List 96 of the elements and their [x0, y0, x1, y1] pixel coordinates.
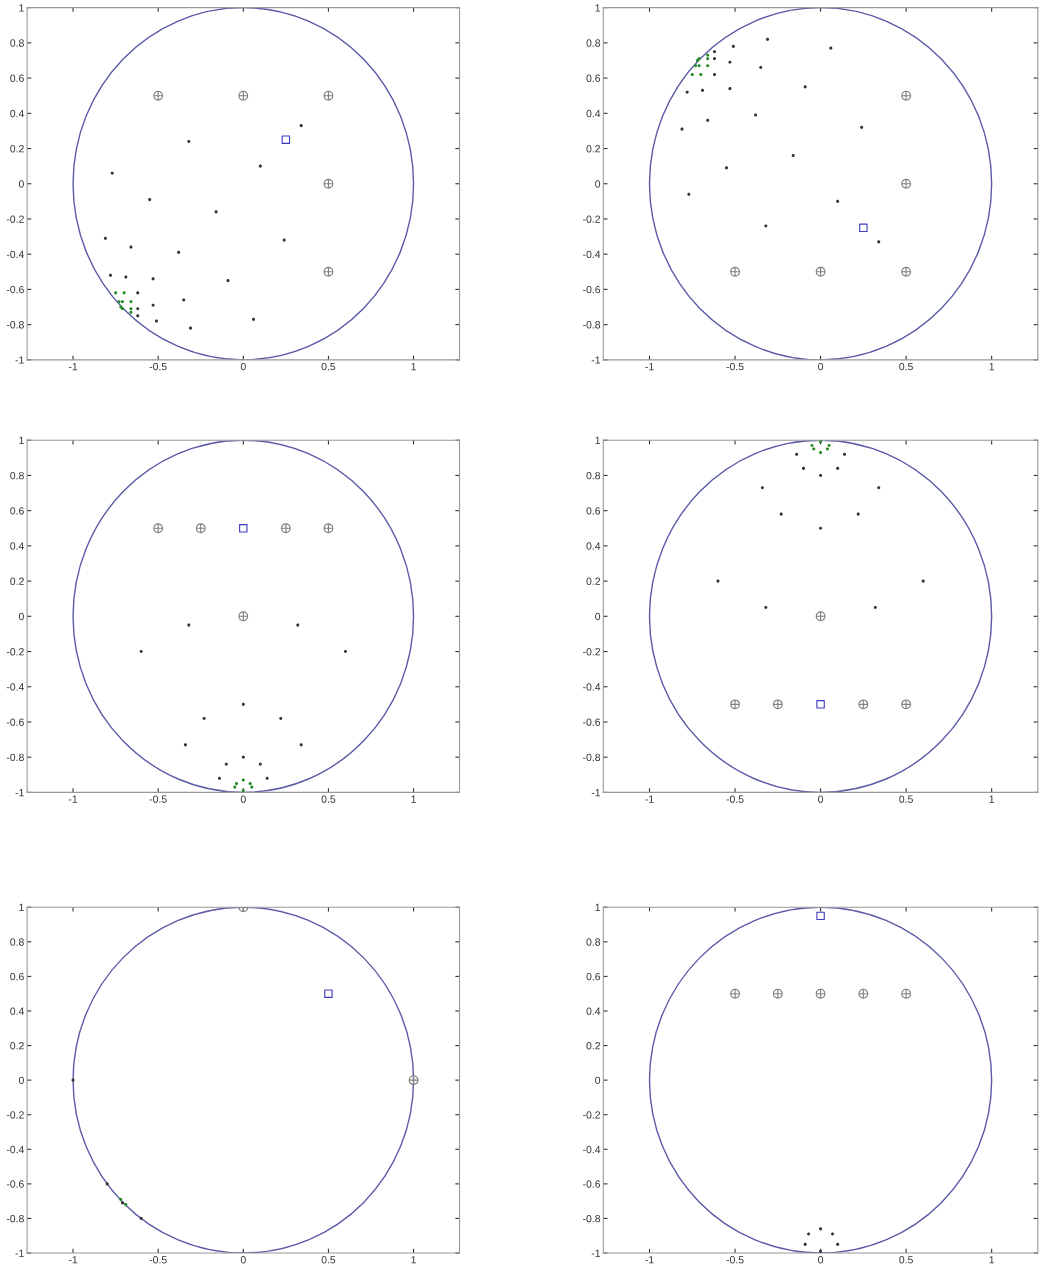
y-tick-label: -1 — [591, 789, 601, 797]
y-tick-label: -1 — [15, 1249, 24, 1257]
y-tick-label: 0.8 — [586, 471, 601, 480]
y-tick-label: 0.6 — [586, 972, 601, 981]
y-tick-label: 0 — [18, 180, 24, 188]
y-tick-label: 0.6 — [10, 972, 24, 981]
y-tick-label: -0.6 — [583, 285, 601, 294]
x-tick-label: -1 — [645, 795, 654, 803]
y-tick-label: 0.2 — [586, 1042, 601, 1050]
y-tick-label: -0.4 — [6, 1145, 25, 1154]
y-tick-label: -0.8 — [6, 321, 24, 329]
y-tick-label: -0.2 — [6, 215, 24, 223]
y-tick-label: 1 — [19, 4, 24, 12]
y-tick-label: -0.6 — [6, 1180, 24, 1188]
x-tick-label: 0 — [818, 795, 824, 803]
y-tick-label: -1 — [15, 789, 24, 797]
y-tick-label: 1 — [19, 436, 24, 444]
y-tick-label: 0 — [18, 1076, 24, 1085]
y-tick-label: -0.8 — [6, 753, 24, 762]
x-tick-label: -0.5 — [726, 362, 744, 371]
y-tick-label: 0.4 — [10, 542, 25, 550]
y-tick-label: -0.2 — [583, 648, 601, 656]
x-tick-label: 0.5 — [899, 795, 913, 803]
y-tick-label: 0 — [595, 612, 601, 621]
x-tick-label: -0.5 — [149, 362, 167, 371]
y-tick-label: 0 — [595, 180, 601, 188]
x-tick-label: 1 — [411, 1256, 416, 1264]
x-tick-label: 0 — [240, 362, 246, 371]
y-tick-label: 0.8 — [586, 39, 601, 47]
y-tick-label: -0.6 — [6, 718, 24, 726]
y-tick-label: 0.4 — [586, 109, 601, 118]
x-tick-label: 0 — [240, 1256, 246, 1264]
y-tick-label: 0 — [18, 612, 24, 621]
x-tick-label: 0 — [818, 362, 824, 371]
y-tick-label: -0.4 — [6, 683, 25, 691]
x-tick-label: -1 — [68, 1256, 78, 1264]
y-tick-label: -0.2 — [6, 1111, 24, 1119]
y-tick-label: -0.2 — [583, 215, 601, 223]
y-tick-label: -0.6 — [583, 718, 601, 726]
y-tick-label: 1 — [595, 436, 601, 444]
y-tick-label: 1 — [595, 4, 601, 12]
x-tick-label: -1 — [645, 362, 654, 371]
y-tick-label: -0.8 — [583, 321, 601, 329]
y-tick-label: 0.6 — [586, 74, 601, 82]
x-tick-label: -1 — [68, 795, 78, 803]
y-tick-label: 0.8 — [10, 39, 24, 47]
x-tick-label: -0.5 — [149, 1256, 167, 1264]
y-tick-label: 0 — [595, 1076, 601, 1085]
y-tick-label: 0.4 — [10, 1007, 25, 1015]
x-tick-label: 0.5 — [321, 362, 336, 371]
x-tick-label: 0.5 — [899, 362, 913, 371]
y-tick-label: -0.8 — [583, 1214, 601, 1223]
y-tick-label: 0.8 — [586, 938, 601, 946]
x-tick-label: 1 — [989, 362, 995, 371]
y-tick-label: 0.4 — [10, 109, 25, 118]
y-tick-label: -0.4 — [583, 1145, 601, 1154]
x-tick-label: 1 — [411, 362, 416, 371]
y-tick-label: -0.8 — [583, 753, 601, 762]
x-tick-label: -0.5 — [149, 795, 167, 803]
y-tick-label: 0.8 — [10, 938, 24, 946]
x-tick-label: -0.5 — [726, 795, 744, 803]
y-tick-label: 0.2 — [10, 577, 24, 585]
y-tick-label: 0.6 — [586, 507, 601, 515]
y-tick-label: 0.2 — [10, 1042, 24, 1050]
y-tick-label: -1 — [591, 1249, 601, 1257]
x-tick-label: -0.5 — [726, 1256, 744, 1264]
y-tick-label: -0.6 — [6, 285, 24, 294]
y-tick-label: -0.4 — [6, 250, 25, 259]
x-tick-label: 0 — [240, 795, 246, 803]
x-tick-label: 0 — [818, 1256, 824, 1264]
y-tick-label: -0.8 — [6, 1214, 24, 1223]
x-tick-label: 1 — [411, 795, 416, 803]
x-tick-label: 1 — [989, 795, 995, 803]
x-tick-label: -1 — [645, 1256, 654, 1264]
y-tick-label: 0.4 — [586, 542, 601, 550]
x-tick-label: 0.5 — [321, 795, 336, 803]
x-tick-label: 0.5 — [321, 1256, 336, 1264]
y-tick-label: -0.2 — [583, 1111, 601, 1119]
y-tick-label: -1 — [591, 356, 601, 364]
y-tick-label: -0.4 — [583, 683, 601, 691]
y-tick-label: 0.2 — [586, 145, 601, 153]
y-tick-label: 0.6 — [10, 74, 24, 82]
y-tick-label: -0.6 — [583, 1180, 601, 1188]
y-tick-label: 1 — [19, 903, 24, 912]
y-tick-label: 0.6 — [10, 507, 24, 515]
x-tick-label: 1 — [989, 1256, 995, 1264]
y-tick-label: 0.4 — [586, 1007, 601, 1015]
y-tick-label: 0.2 — [586, 577, 601, 585]
x-tick-label: 0.5 — [899, 1256, 913, 1264]
y-tick-label: -0.2 — [6, 648, 24, 656]
y-tick-label: -0.4 — [583, 250, 601, 259]
y-tick-label: 1 — [595, 903, 601, 912]
y-tick-label: -1 — [15, 356, 24, 364]
x-tick-label: -1 — [68, 362, 78, 371]
y-tick-label: 0.8 — [10, 471, 24, 480]
y-tick-label: 0.2 — [10, 145, 24, 153]
